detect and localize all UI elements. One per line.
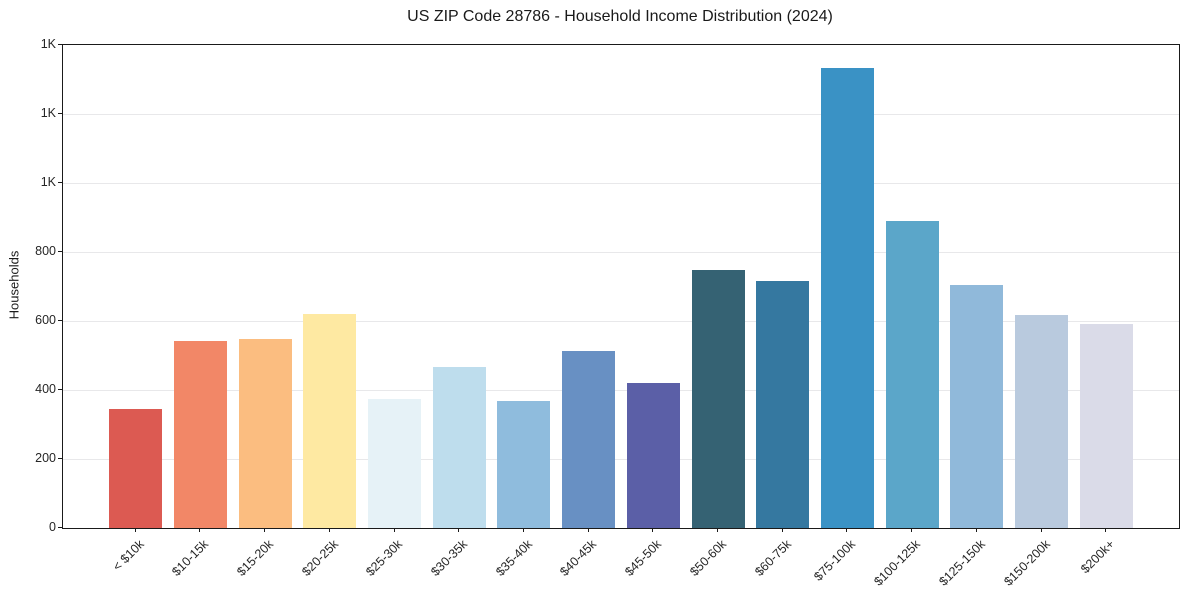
- x-tick-mark-$75-100k: [846, 528, 848, 532]
- y-tick-label-1400: 1K: [40, 37, 56, 51]
- y-tick-label-600: 600: [35, 313, 56, 327]
- bar-$125-150k: [950, 285, 1004, 528]
- bar-$10-15k: [173, 341, 227, 528]
- y-tick-mark-200: [58, 458, 62, 459]
- gridline-200: [63, 459, 1179, 460]
- x-tick-mark-$30-35k: [458, 528, 460, 532]
- x-tick-label-$30-35k: $30-35k: [428, 537, 471, 579]
- y-tick-label-1200: 1K: [40, 106, 56, 120]
- y-tick-label-1000: 1K: [40, 175, 56, 189]
- chart-title: US ZIP Code 28786 - Household Income Dis…: [407, 8, 833, 25]
- x-tick-mark-$150-200k: [1040, 528, 1042, 532]
- x-tick-label-$10-15k: $10-15k: [169, 537, 212, 579]
- x-tick-label-$15-20k: $15-20k: [234, 537, 277, 579]
- y-tick-mark-1000: [58, 182, 62, 183]
- y-tick-mark-1400: [58, 44, 62, 45]
- y-tick-mark-1200: [58, 113, 62, 114]
- x-tick-mark-$125-150k: [975, 528, 977, 532]
- gridline-600: [63, 321, 1179, 322]
- bar-$40-45k: [562, 350, 616, 528]
- y-tick-mark-800: [58, 251, 62, 252]
- x-tick-label-< $10k: < $10k: [109, 537, 147, 574]
- x-tick-mark-$35-40k: [522, 528, 524, 532]
- bar-< $10k: [109, 408, 163, 528]
- gridline-1000: [63, 183, 1179, 184]
- x-tick-mark-$100-125k: [911, 528, 913, 532]
- x-tick-mark-$60-75k: [781, 528, 783, 532]
- bar-$200k+: [1079, 324, 1133, 528]
- x-tick-label-$75-100k: $75-100k: [811, 537, 859, 584]
- x-tick-label-$125-150k: $125-150k: [936, 537, 988, 589]
- x-tick-label-$45-50k: $45-50k: [622, 537, 665, 579]
- bar-$30-35k: [432, 366, 486, 528]
- x-tick-mark-$200k+: [1105, 528, 1107, 532]
- gridline-400: [63, 390, 1179, 391]
- bar-$50-60k: [691, 269, 745, 528]
- y-tick-label-0: 0: [49, 520, 56, 534]
- x-tick-mark-$25-30k: [393, 528, 395, 532]
- y-tick-label-800: 800: [35, 244, 56, 258]
- bar-$75-100k: [820, 68, 874, 528]
- x-tick-mark-$10-15k: [199, 528, 201, 532]
- bar-$15-20k: [238, 338, 292, 528]
- gridline-800: [63, 252, 1179, 253]
- bar-$150-200k: [1015, 315, 1069, 528]
- gridline-1200: [63, 114, 1179, 115]
- bar-$100-125k: [885, 220, 939, 528]
- x-tick-label-$35-40k: $35-40k: [493, 537, 535, 579]
- x-tick-label-$100-125k: $100-125k: [871, 537, 924, 589]
- x-tick-mark-$50-60k: [717, 528, 719, 532]
- x-tick-mark-$20-25k: [328, 528, 330, 532]
- bar-$60-75k: [756, 280, 810, 528]
- x-tick-label-$25-30k: $25-30k: [363, 537, 406, 579]
- y-tick-mark-600: [58, 320, 62, 321]
- y-tick-label-400: 400: [35, 382, 56, 396]
- y-tick-mark-0: [58, 527, 62, 528]
- bar-$20-25k: [303, 314, 357, 528]
- x-tick-mark-$45-50k: [652, 528, 654, 532]
- bar-$45-50k: [626, 383, 680, 528]
- plot-area: [62, 44, 1180, 529]
- x-tick-mark-$40-45k: [587, 528, 589, 532]
- y-tick-mark-400: [58, 389, 62, 390]
- y-tick-label-200: 200: [35, 451, 56, 465]
- x-tick-label-$20-25k: $20-25k: [298, 537, 341, 579]
- x-tick-label-$200k+: $200k+: [1078, 537, 1118, 577]
- bar-$35-40k: [497, 401, 551, 528]
- x-tick-label-$50-60k: $50-60k: [687, 537, 729, 579]
- x-tick-label-$150-200k: $150-200k: [1000, 537, 1053, 589]
- bar-$25-30k: [368, 398, 422, 528]
- y-axis-label: Households: [6, 250, 22, 320]
- x-tick-mark-< $10k: [134, 528, 136, 532]
- x-tick-mark-$15-20k: [264, 528, 266, 532]
- x-tick-label-$40-45k: $40-45k: [557, 537, 600, 579]
- x-tick-label-$60-75k: $60-75k: [751, 537, 794, 579]
